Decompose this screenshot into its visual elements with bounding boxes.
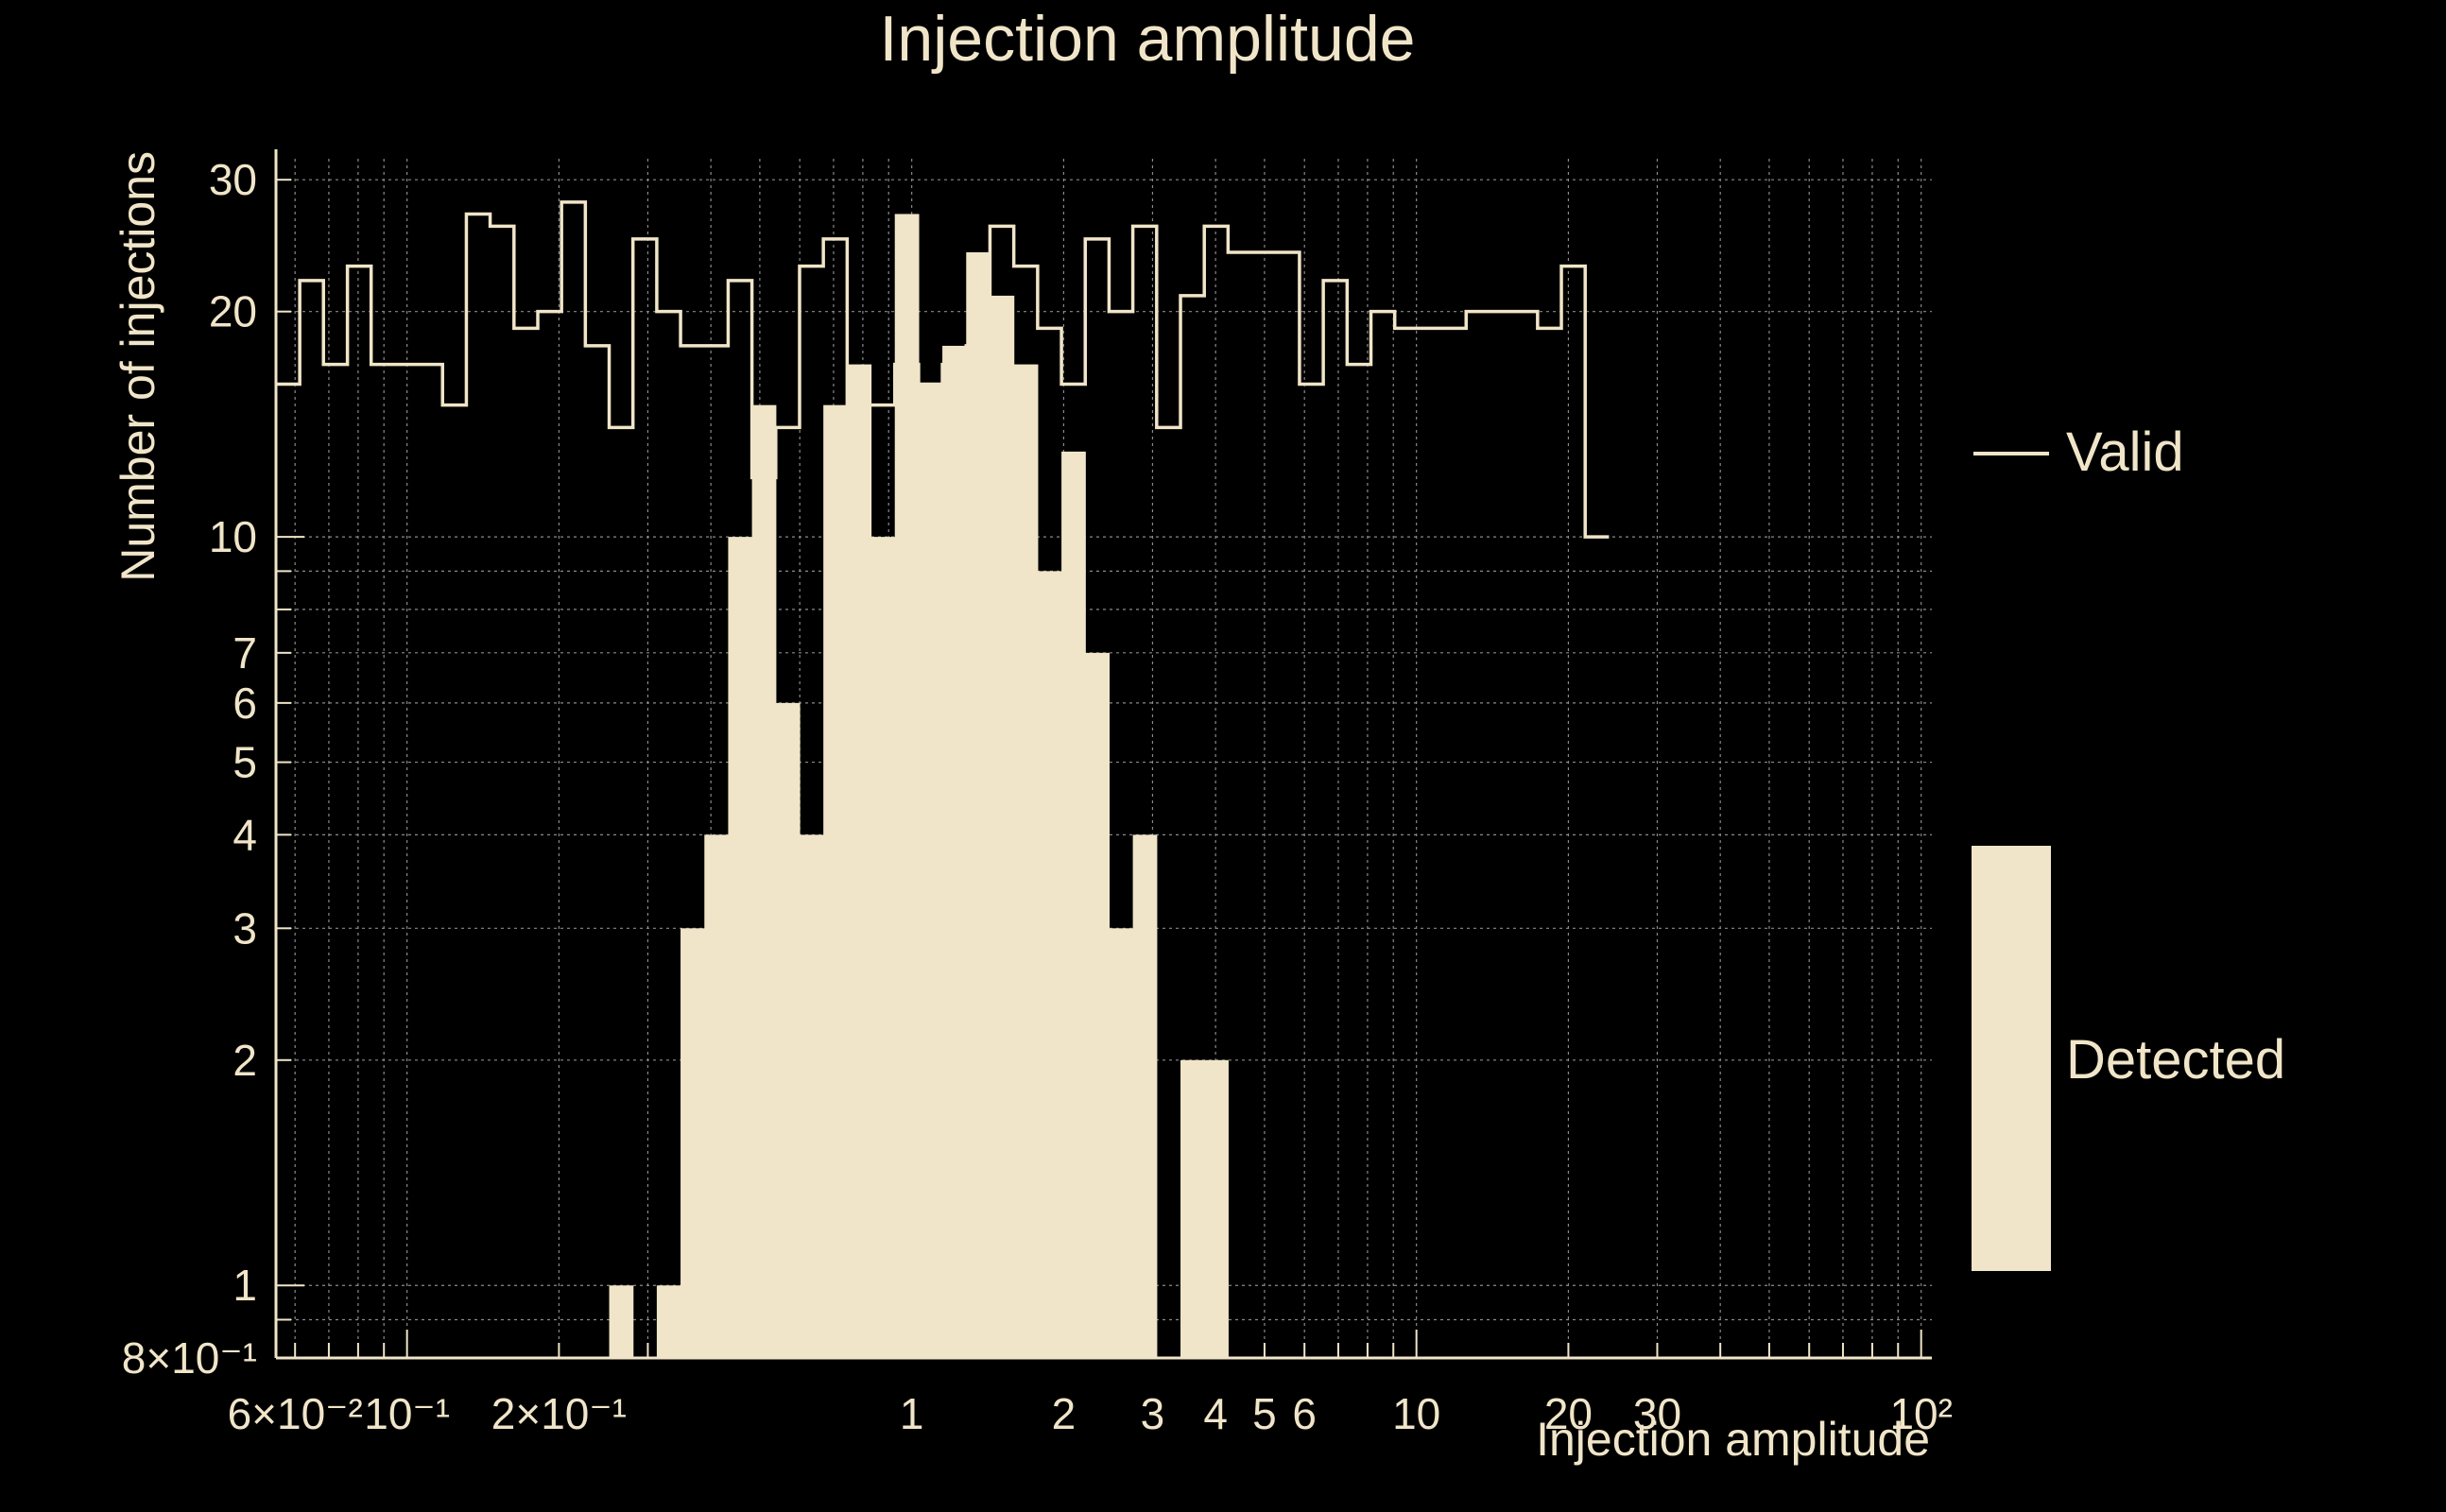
detected-series [609,214,1229,1359]
x-axis-label: Injection amplitude [1536,1413,1930,1466]
detected-bar [942,345,967,1359]
valid-step-line [276,200,1610,539]
detected-bar [966,251,991,1359]
detected-bar [1132,834,1158,1358]
detected-bar [1061,451,1086,1358]
detected-bar [1013,364,1039,1358]
legend-valid-label: Valid [2066,421,2184,483]
x-tick-label: 5 [1252,1389,1277,1438]
detected-bar [680,928,705,1358]
detected-bar [1204,1059,1229,1358]
y-tick-label: 1 [233,1261,257,1310]
legend-detected-swatch [1972,846,2051,1271]
chart-title: Injection amplitude [879,3,1415,75]
detected-bar [704,834,730,1358]
y-tick-label: 4 [233,810,257,859]
detected-bar [894,214,920,1359]
y-tick-label: 7 [233,628,257,678]
detected-bar [1085,652,1111,1358]
x-tick-label: 6×10⁻² [228,1389,363,1438]
x-tick-label: 4 [1203,1389,1228,1438]
detected-bar [799,834,824,1358]
x-tick-label: 1 [900,1389,924,1438]
x-tick-label: 10⁻¹ [364,1389,450,1438]
detected-bar [1109,928,1134,1358]
x-tick-label: 6 [1292,1389,1317,1438]
axes [274,149,1932,1360]
y-tick-label: 5 [233,738,257,787]
x-tick-label: 3 [1141,1389,1165,1438]
y-tick-label: 20 [209,287,257,336]
x-tick-label: 20 [1544,1389,1593,1438]
detected-bar [609,1285,634,1358]
detected-bar [728,537,753,1358]
detected-bar [990,295,1015,1358]
y-tick-label: 6 [233,679,257,728]
detected-bar [847,364,872,1358]
x-tick-label: 10² [1889,1389,1952,1438]
detected-bar [1180,1059,1205,1358]
x-tick-label: 2 [1052,1389,1077,1438]
x-tick-label: 2×10⁻¹ [491,1389,627,1438]
detected-bar [823,404,848,1358]
x-tick-label: 10 [1392,1389,1440,1438]
x-tick-label: 30 [1633,1389,1681,1438]
y-tick-label: 30 [209,155,257,204]
detected-bar [775,702,801,1358]
legend-detected-label: Detected [2066,1029,2285,1091]
tick-labels: 6×10⁻² 10⁻¹ 2×10⁻¹ 1 2 3 4 5 6 10 20 30 10²8×10⁻¹123… [122,155,1953,1438]
valid-series [276,200,1610,539]
detected-bar [656,1285,681,1358]
detected-bar [870,537,896,1358]
y-axis-label: Number of injections [112,151,164,582]
legend: Valid Detected [1972,421,2285,1271]
y-tick-label: 3 [233,903,257,953]
y-tick-label: 10 [209,512,257,561]
detected-bar [1037,571,1062,1358]
y-tick-label: 2 [233,1036,257,1085]
detected-bar [751,404,777,1358]
y-tick-label: 8×10⁻¹ [122,1333,257,1383]
detected-bar [918,384,943,1359]
